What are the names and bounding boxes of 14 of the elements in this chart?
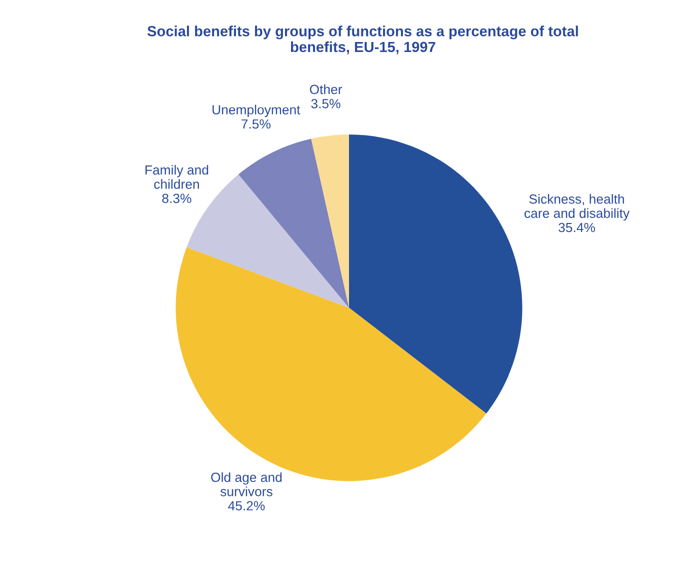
slice-label: Family and children — [146, 164, 208, 189]
chart-title: Social benefits by groups of functions as a percentage of total benefits, EU-15, 1997 — [147, 26, 578, 54]
data-label: 3.5% — [311, 98, 340, 108]
slice-label: Old age and survivors — [211, 472, 282, 496]
data-label: 35.4% — [558, 222, 596, 232]
data-label: 8.3% — [162, 194, 192, 204]
pie-slice — [238, 138, 349, 308]
slice-label: Other — [310, 84, 342, 94]
pie-slice — [349, 134, 522, 414]
data-label: 45.2% — [228, 501, 265, 510]
slice-label: Sickness, health care and disability — [524, 194, 630, 221]
pie-slice — [311, 134, 349, 308]
slice-label: Unemployment — [212, 104, 300, 118]
data-label: 7.5% — [242, 119, 270, 129]
